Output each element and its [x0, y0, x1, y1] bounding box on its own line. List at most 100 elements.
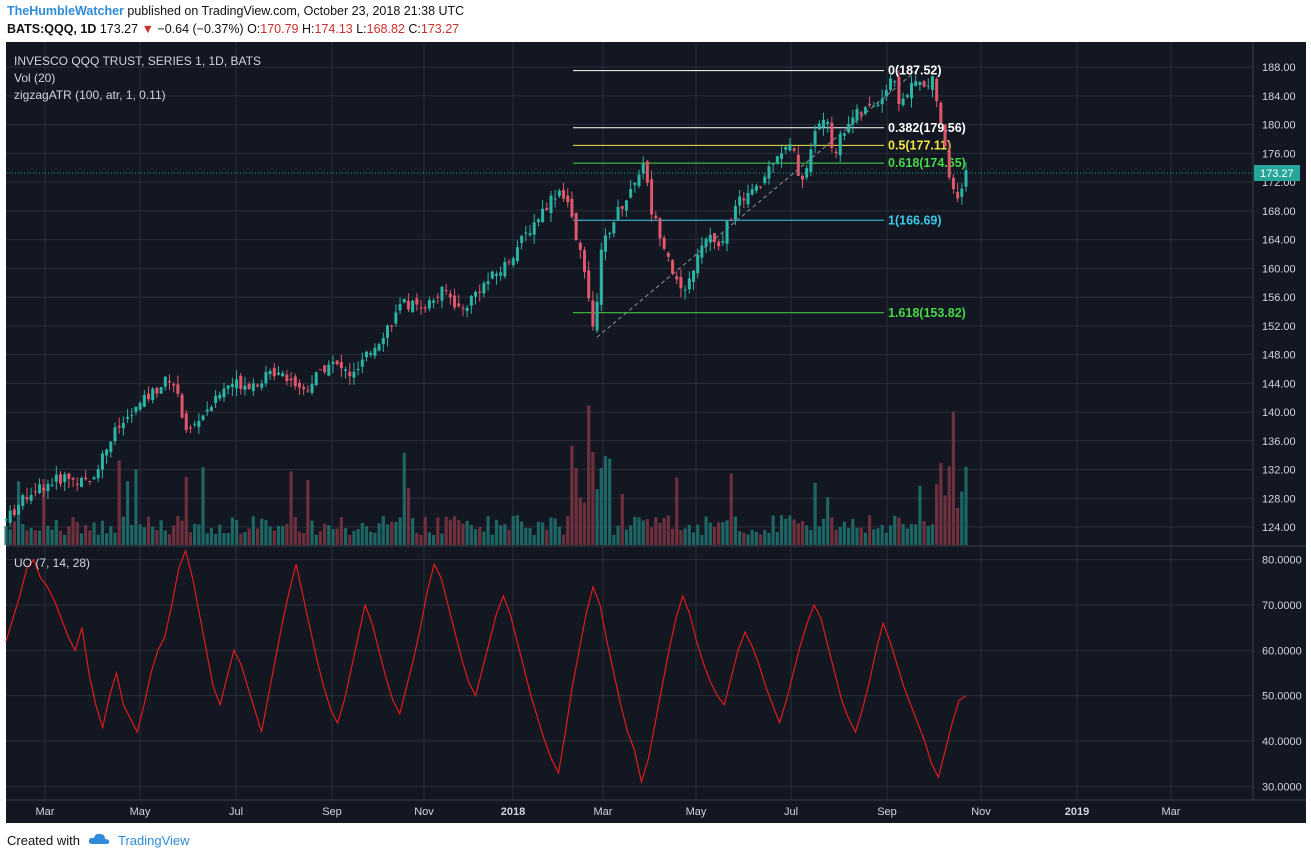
volume-bar — [276, 525, 281, 545]
candle-body — [587, 270, 591, 299]
low-label: L: — [356, 22, 367, 36]
time-tick-label: May — [686, 806, 707, 818]
candle-body — [235, 379, 239, 389]
price-tick-label: 156.00 — [1262, 292, 1296, 304]
candle-body — [712, 233, 716, 243]
candle-body — [113, 427, 117, 442]
candle-body — [218, 394, 222, 399]
volume-bar — [457, 519, 461, 545]
candle-body — [486, 281, 490, 284]
uo-tick-label: 70.0000 — [1262, 600, 1302, 612]
volume-bar — [675, 477, 679, 545]
price-tick-label: 144.00 — [1262, 378, 1296, 390]
candle-body — [629, 188, 633, 198]
candle-body — [180, 394, 184, 418]
candle-body — [260, 383, 264, 388]
time-tick-label: Jul — [784, 806, 798, 818]
volume-bar — [281, 525, 285, 545]
candle-body — [4, 519, 8, 521]
price-tick-label: 164.00 — [1262, 235, 1296, 247]
volume-bar — [239, 533, 243, 545]
candle-body — [42, 487, 46, 491]
volume-bar — [184, 477, 188, 545]
time-tick-label: Mar — [36, 806, 55, 818]
candle-body — [172, 384, 176, 386]
volume-bar — [385, 524, 390, 545]
symbol-label: BATS:QQQ, 1D — [7, 22, 97, 36]
candle-body — [205, 409, 209, 412]
legend-title: INVESCO QQQ TRUST, SERIES 1, 1D, BATS — [14, 54, 261, 68]
candle-body — [134, 406, 138, 412]
candle-body — [17, 505, 21, 515]
tradingview-brand-link[interactable]: TradingView — [117, 833, 190, 848]
price-tick-label: 152.00 — [1262, 321, 1296, 333]
uo-axis[interactable]: 30.0000 40.0000 50.0000 60.0000 70.0000 80.00… — [1262, 555, 1302, 794]
volume-bar — [243, 532, 247, 545]
candle-body — [398, 304, 402, 311]
volume-bar — [444, 516, 448, 545]
candle-body — [746, 192, 750, 205]
candle-body — [700, 245, 704, 258]
volume-bar — [268, 526, 272, 545]
volume-bar — [163, 530, 167, 545]
candle-body — [54, 474, 58, 482]
candle-body — [813, 130, 817, 147]
candle-body — [838, 134, 842, 156]
volume-bar — [960, 491, 964, 545]
volume-bar — [369, 531, 373, 545]
volume-bar — [645, 519, 649, 545]
price-tick-label: 188.00 — [1262, 62, 1296, 74]
volume-bar — [465, 520, 469, 545]
volume-bar — [394, 521, 398, 545]
volume-bar — [641, 520, 645, 545]
candle-body — [562, 189, 566, 199]
volume-bar — [155, 529, 159, 545]
candle-body — [507, 261, 511, 263]
volume-bar — [436, 517, 440, 545]
price-axis[interactable]: 124.00 128.00 132.00 136.00 140.00 144.00 148.… — [1262, 62, 1296, 534]
volume-bar — [775, 532, 779, 545]
volume-bar — [130, 524, 134, 545]
price-chart[interactable]: 0(187.52) 0.382(179.56) 0.5(177.11) 0.618(1… — [0, 0, 1311, 830]
volume-bar — [255, 528, 260, 545]
author-link[interactable]: TheHumbleWatcher — [7, 4, 124, 18]
candle-body — [323, 365, 327, 373]
volume-bar — [914, 524, 918, 545]
candle-body — [834, 151, 838, 154]
time-tick-label: 2018 — [501, 806, 525, 818]
volume-bar — [624, 529, 629, 545]
candle-body — [708, 234, 712, 243]
volume-bar — [84, 525, 88, 545]
volume-bar — [742, 532, 746, 545]
volume-bar — [549, 517, 553, 545]
volume-bar — [738, 531, 742, 545]
candle-body — [884, 90, 888, 97]
volume-bar — [88, 530, 92, 545]
volume-bar — [226, 533, 230, 545]
volume-bar — [888, 525, 893, 545]
candle-body — [314, 372, 318, 386]
volume-bar — [809, 529, 813, 545]
volume-bar — [214, 533, 218, 545]
close-label: C: — [408, 22, 421, 36]
candle-body — [461, 307, 465, 309]
candle-body — [201, 415, 205, 420]
volume-bar — [733, 516, 738, 545]
volume-bar — [306, 480, 310, 545]
volume-bar — [771, 515, 775, 545]
volume-bar — [478, 526, 482, 545]
candle-body — [474, 292, 478, 297]
time-axis[interactable]: Mar May Jul Sep Nov 2018 Mar May Jul Sep Nov 2019 Ma… — [36, 806, 1181, 818]
candle-body — [733, 206, 737, 220]
candle-body — [939, 102, 943, 124]
volume-bar — [461, 523, 465, 545]
time-tick-label: Nov — [971, 806, 991, 818]
volume-bar — [792, 519, 796, 545]
volume-bar — [193, 523, 197, 545]
volume-bar — [763, 530, 767, 545]
volume-bar — [180, 520, 184, 545]
candle-body — [696, 254, 700, 274]
volume-bar — [855, 527, 859, 545]
candle-body — [58, 474, 62, 484]
candle-body — [38, 484, 42, 493]
